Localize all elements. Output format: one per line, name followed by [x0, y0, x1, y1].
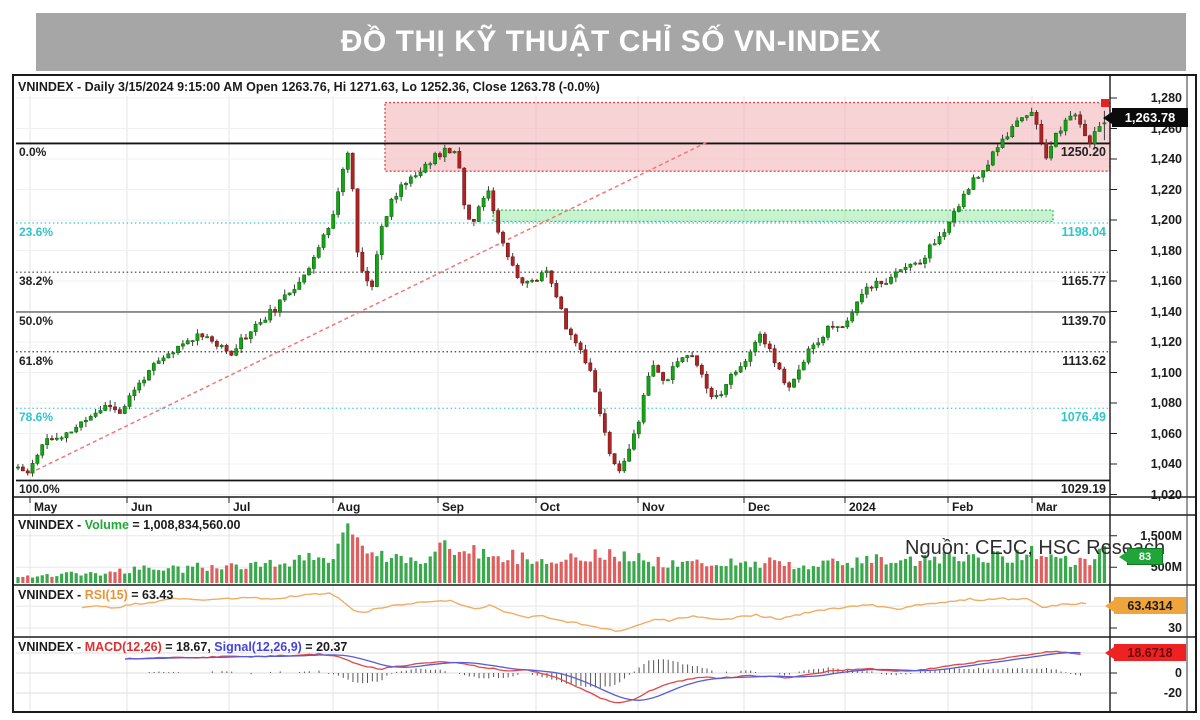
volume-tag-value: 83 [1138, 550, 1152, 563]
last-price-tag-value: 1,263.78 [1124, 110, 1176, 125]
demand-zone[interactable] [492, 209, 1054, 223]
zone-handle[interactable] [1101, 99, 1109, 107]
candlestick-series [16, 107, 1107, 477]
macd-line [124, 650, 1081, 704]
macd-signal-line [124, 651, 1081, 701]
macd-tag-value: 18.6718 [1127, 645, 1173, 660]
macd-tag: 18.6718 [1114, 644, 1186, 661]
rsi-tag: 63.4314 [1114, 597, 1186, 614]
volume-bars [16, 523, 1106, 583]
header-bar: ĐỒ THỊ KỸ THUẬT CHỈ SỐ VN-INDEX [36, 13, 1186, 71]
supply-zone[interactable] [384, 101, 1111, 172]
last-price-tag: 1,263.78 [1112, 108, 1188, 127]
macd-histogram [148, 659, 1081, 689]
rsi-line [81, 592, 1087, 632]
source-note: Nguồn: CEJC, HSC Reseach [905, 537, 1166, 559]
chart-frame-border [12, 74, 1197, 713]
rsi-tag-value: 63.4314 [1127, 598, 1173, 613]
page-title: ĐỒ THỊ KỸ THUẬT CHỈ SỐ VN-INDEX [340, 25, 882, 58]
volume-tag: 83 [1127, 548, 1163, 565]
